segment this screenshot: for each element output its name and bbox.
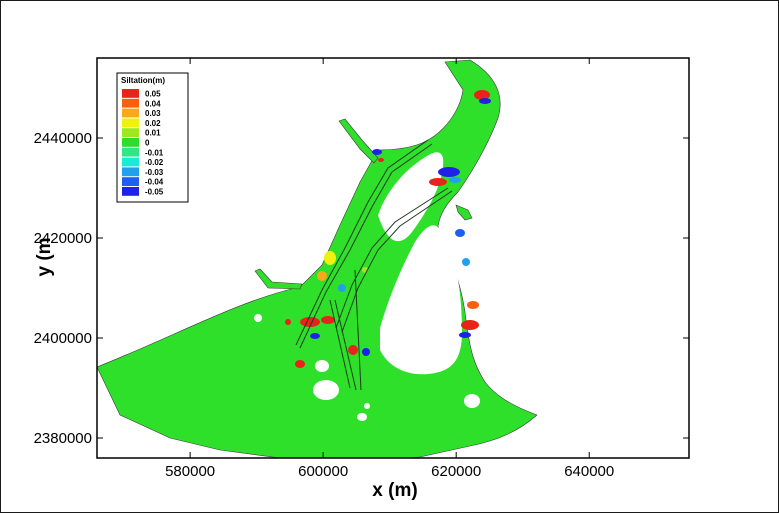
- islet-3: [464, 394, 480, 408]
- legend-label: 0: [145, 139, 150, 148]
- north-branch-channel: [338, 118, 379, 164]
- legend-swatch: [122, 118, 139, 128]
- legend-swatch: [122, 157, 139, 167]
- legend: Siltation(m) 0.050.040.030.020.010-0.01-…: [116, 72, 189, 203]
- legend-title: Siltation(m): [121, 76, 165, 85]
- legend-swatch: [122, 89, 139, 98]
- legend-swatch: [122, 138, 139, 147]
- legend-label: -0.05: [145, 188, 164, 197]
- legend-swatch: [122, 128, 139, 137]
- legend-items: 0.050.040.030.020.010-0.01-0.02-0.03-0.0…: [122, 89, 164, 197]
- x-tick-label: 600000: [298, 463, 348, 480]
- x-axis-title: x (m): [372, 480, 417, 501]
- side-creek: [455, 204, 473, 221]
- siltation-patches: [285, 90, 491, 368]
- y-tick-label: 2440000: [34, 130, 92, 147]
- y-tick-label: 2400000: [34, 330, 92, 347]
- islet-6: [254, 314, 262, 322]
- y-tick-label: 2380000: [34, 430, 92, 447]
- islet-4: [357, 413, 367, 421]
- legend-swatch: [122, 167, 139, 177]
- legend-swatch: [122, 108, 139, 118]
- central-island: [378, 152, 444, 242]
- islet-5: [364, 403, 370, 409]
- side-channel: [254, 268, 303, 290]
- y-tick-label: 2420000: [34, 230, 92, 247]
- y-axis-ticks: 2380000 2400000 2420000 2440000: [34, 130, 689, 447]
- x-tick-label: 640000: [564, 463, 614, 480]
- legend-label: -0.02: [145, 158, 164, 167]
- legend-label: 0.01: [145, 129, 161, 138]
- plot-border: [96, 57, 690, 459]
- legend-label: 0.04: [145, 99, 161, 108]
- legend-swatch: [122, 98, 139, 108]
- islet-2: [315, 360, 329, 372]
- islet-1: [313, 380, 339, 400]
- legend-label: 0.02: [145, 119, 161, 128]
- lower-island: [380, 225, 462, 375]
- legend-swatch: [122, 177, 139, 186]
- legend-label: -0.03: [145, 168, 164, 177]
- legend-swatch: [122, 147, 139, 157]
- legend-label: -0.01: [145, 148, 164, 157]
- x-axis-ticks: 580000 600000 620000 640000: [165, 58, 614, 480]
- legend-label: -0.04: [145, 178, 164, 187]
- legend-label: 0.03: [145, 109, 161, 118]
- x-tick-label: 620000: [431, 463, 481, 480]
- x-tick-label: 580000: [165, 463, 215, 480]
- map-area: [97, 59, 538, 458]
- channel-lines: [295, 139, 453, 391]
- legend-label: 0.05: [145, 90, 161, 99]
- legend-swatch: [122, 187, 139, 196]
- y-axis-title: y (m: [34, 237, 55, 276]
